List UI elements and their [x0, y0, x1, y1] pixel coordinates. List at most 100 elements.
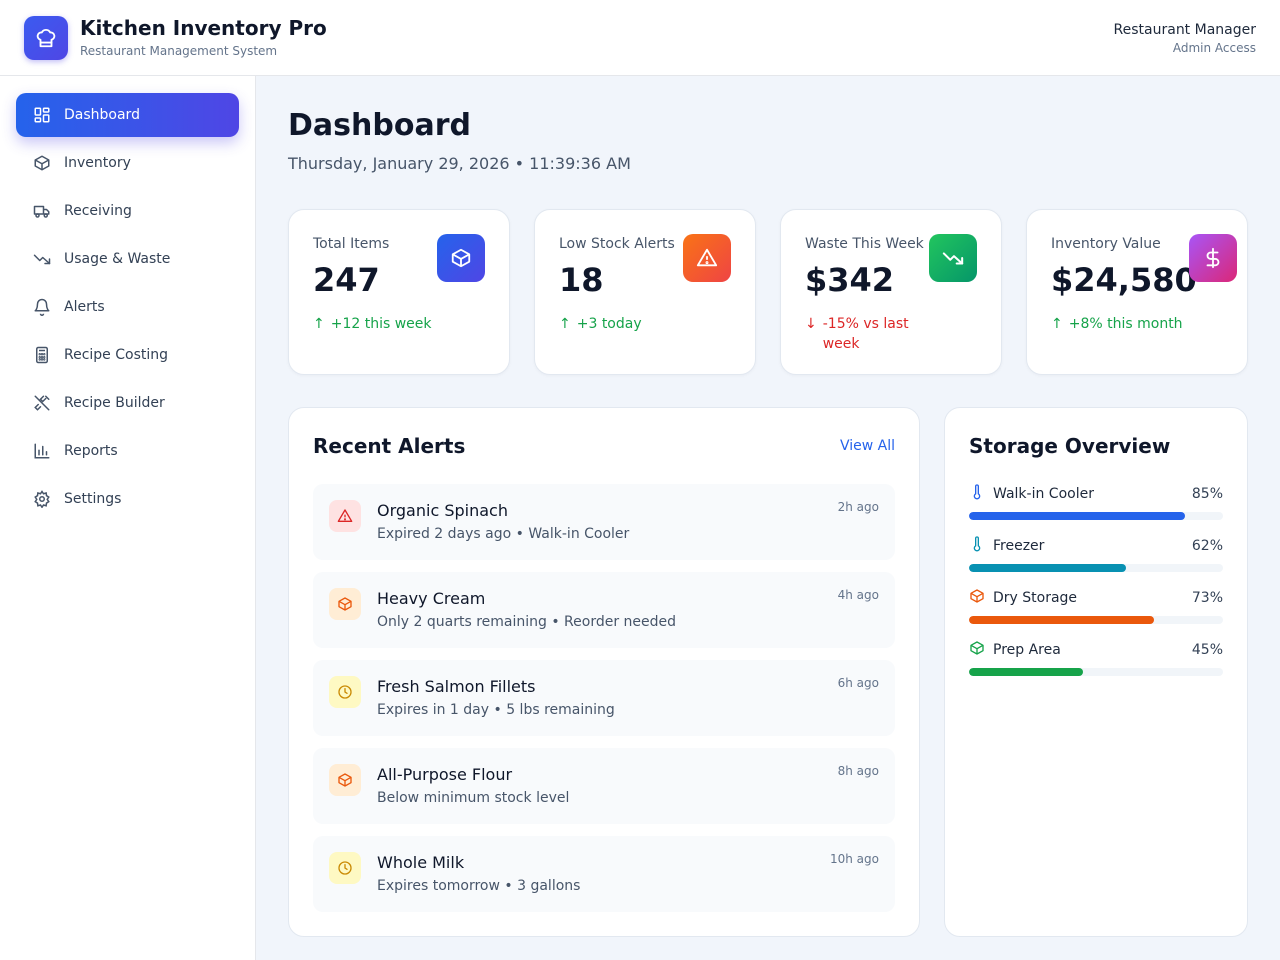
alert-item[interactable]: Whole Milk Expires tomorrow • 3 gallons …: [313, 836, 895, 912]
arrow-up-icon: ↑: [1051, 316, 1063, 332]
alert-time: 4h ago: [837, 588, 879, 602]
stat-value: 247: [313, 261, 380, 299]
user-access: Admin Access: [1172, 40, 1256, 55]
storage-row-freezer: Freezer 62%: [969, 536, 1223, 572]
storage-overview-title: Storage Overview: [969, 434, 1171, 458]
alert-detail: Expires tomorrow • 3 gallons: [377, 878, 581, 894]
storage-percent: 85%: [1191, 486, 1223, 502]
app-header: Kitchen Inventory Pro Restaurant Managem…: [0, 0, 1280, 76]
alert-item[interactable]: Heavy Cream Only 2 quarts remaining • Re…: [313, 572, 895, 648]
stat-value: $24,580: [1051, 261, 1197, 299]
stat-label: Total Items: [313, 236, 390, 252]
storage-overview-panel: Storage Overview Walk-in Cooler 85% Free…: [944, 407, 1248, 937]
storage-bar-track: [969, 616, 1223, 624]
sidebar-item-label: Reports: [64, 443, 118, 459]
storage-row-prep-area: Prep Area 45%: [969, 640, 1223, 676]
stat-value: 18: [559, 261, 604, 299]
box-icon: [437, 234, 485, 282]
user-role: Restaurant Manager: [1113, 21, 1256, 38]
arrow-up-icon: ↑: [313, 316, 325, 332]
alert-name: Heavy Cream: [377, 589, 486, 608]
clock-icon: [329, 852, 361, 884]
stat-trend: +8% this month: [1068, 316, 1183, 332]
alert-time: 6h ago: [837, 676, 879, 690]
storage-bar-track: [969, 668, 1223, 676]
alert-name: Whole Milk: [377, 853, 465, 872]
storage-bar-fill: [969, 564, 1127, 572]
sidebar-item-usage-waste[interactable]: Usage & Waste: [16, 237, 239, 281]
alert-item[interactable]: All-Purpose Flour Below minimum stock le…: [313, 748, 895, 824]
bar-chart-icon: [32, 441, 52, 461]
sidebar-item-dashboard[interactable]: Dashboard: [16, 93, 239, 137]
stat-card-low-stock[interactable]: Low Stock Alerts 18 ↑ +3 today: [534, 209, 756, 375]
sidebar-item-label: Dashboard: [64, 107, 140, 123]
truck-icon: [32, 201, 52, 221]
user-info[interactable]: Restaurant Manager Admin Access: [1114, 20, 1256, 56]
sidebar-item-settings[interactable]: Settings: [16, 477, 239, 521]
sidebar-item-label: Inventory: [64, 155, 131, 171]
storage-row-walk-in-cooler: Walk-in Cooler 85%: [969, 484, 1223, 520]
storage-name: Dry Storage: [993, 590, 1078, 606]
dashboard-icon: [32, 105, 52, 125]
alert-time: 2h ago: [837, 500, 879, 514]
warning-icon: [683, 234, 731, 282]
alert-detail: Only 2 quarts remaining • Reorder needed: [377, 614, 677, 630]
sidebar-item-label: Recipe Costing: [64, 347, 169, 363]
alert-time: 10h ago: [829, 852, 879, 866]
stat-label: Waste This Week: [805, 236, 924, 252]
page-title: Dashboard: [288, 108, 471, 143]
storage-bar-fill: [969, 616, 1155, 624]
sidebar-item-recipe-costing[interactable]: Recipe Costing: [16, 333, 239, 377]
app-subtitle: Restaurant Management System: [80, 43, 278, 58]
sidebar-item-reports[interactable]: Reports: [16, 429, 239, 473]
stat-card-waste[interactable]: Waste This Week $342 ↓ -15% vs last week: [780, 209, 1002, 375]
recent-alerts-panel: Recent Alerts View All Organic Spinach E…: [288, 407, 920, 937]
trending-down-icon: [32, 249, 52, 269]
arrow-down-icon: ↓: [805, 316, 817, 332]
box-icon: [329, 588, 361, 620]
sidebar: Dashboard Inventory Receiving Usage & Wa…: [0, 76, 256, 960]
app-title: Kitchen Inventory Pro: [80, 15, 327, 40]
alert-detail: Expired 2 days ago • Walk-in Cooler: [377, 526, 630, 542]
thermometer-icon: [969, 484, 985, 504]
gear-icon: [32, 489, 52, 509]
box-icon: [969, 640, 985, 660]
storage-name: Freezer: [993, 538, 1045, 554]
sidebar-item-label: Receiving: [64, 203, 132, 219]
storage-percent: 73%: [1191, 590, 1223, 606]
stat-card-inventory-value[interactable]: Inventory Value $24,580 ↑ +8% this month: [1026, 209, 1248, 375]
stat-trend: +12 this week: [330, 316, 432, 332]
storage-percent: 45%: [1191, 642, 1223, 658]
alert-name: All-Purpose Flour: [377, 765, 513, 784]
alert-item[interactable]: Organic Spinach Expired 2 days ago • Wal…: [313, 484, 895, 560]
storage-name: Prep Area: [993, 642, 1061, 658]
clock-icon: [329, 676, 361, 708]
sidebar-item-alerts[interactable]: Alerts: [16, 285, 239, 329]
stat-label: Inventory Value: [1051, 236, 1161, 252]
storage-name: Walk-in Cooler: [993, 486, 1094, 502]
stat-card-total-items[interactable]: Total Items 247 ↑ +12 this week: [288, 209, 510, 375]
storage-bar-track: [969, 564, 1223, 572]
box-icon: [969, 588, 985, 608]
recent-alerts-title: Recent Alerts: [313, 434, 466, 458]
thermometer-icon: [969, 536, 985, 556]
sidebar-item-recipe-builder[interactable]: Recipe Builder: [16, 381, 239, 425]
storage-row-dry-storage: Dry Storage 73%: [969, 588, 1223, 624]
warning-icon: [329, 500, 361, 532]
main-content: Dashboard Thursday, January 29, 2026 • 1…: [256, 76, 1280, 960]
sidebar-item-label: Usage & Waste: [64, 251, 171, 267]
trending-down-icon: [929, 234, 977, 282]
sidebar-item-label: Alerts: [64, 299, 105, 315]
box-icon: [32, 153, 52, 173]
alert-detail: Expires in 1 day • 5 lbs remaining: [377, 702, 615, 718]
sidebar-item-receiving[interactable]: Receiving: [16, 189, 239, 233]
sidebar-item-inventory[interactable]: Inventory: [16, 141, 239, 185]
view-all-link[interactable]: View All: [839, 438, 895, 454]
sidebar-item-label: Settings: [64, 491, 122, 507]
chef-hat-logo-icon: [24, 15, 68, 60]
storage-bar-fill: [969, 668, 1084, 676]
alert-item[interactable]: Fresh Salmon Fillets Expires in 1 day • …: [313, 660, 895, 736]
stat-value: $342: [805, 261, 895, 299]
sidebar-item-label: Recipe Builder: [64, 395, 165, 411]
arrow-up-icon: ↑: [559, 316, 571, 332]
